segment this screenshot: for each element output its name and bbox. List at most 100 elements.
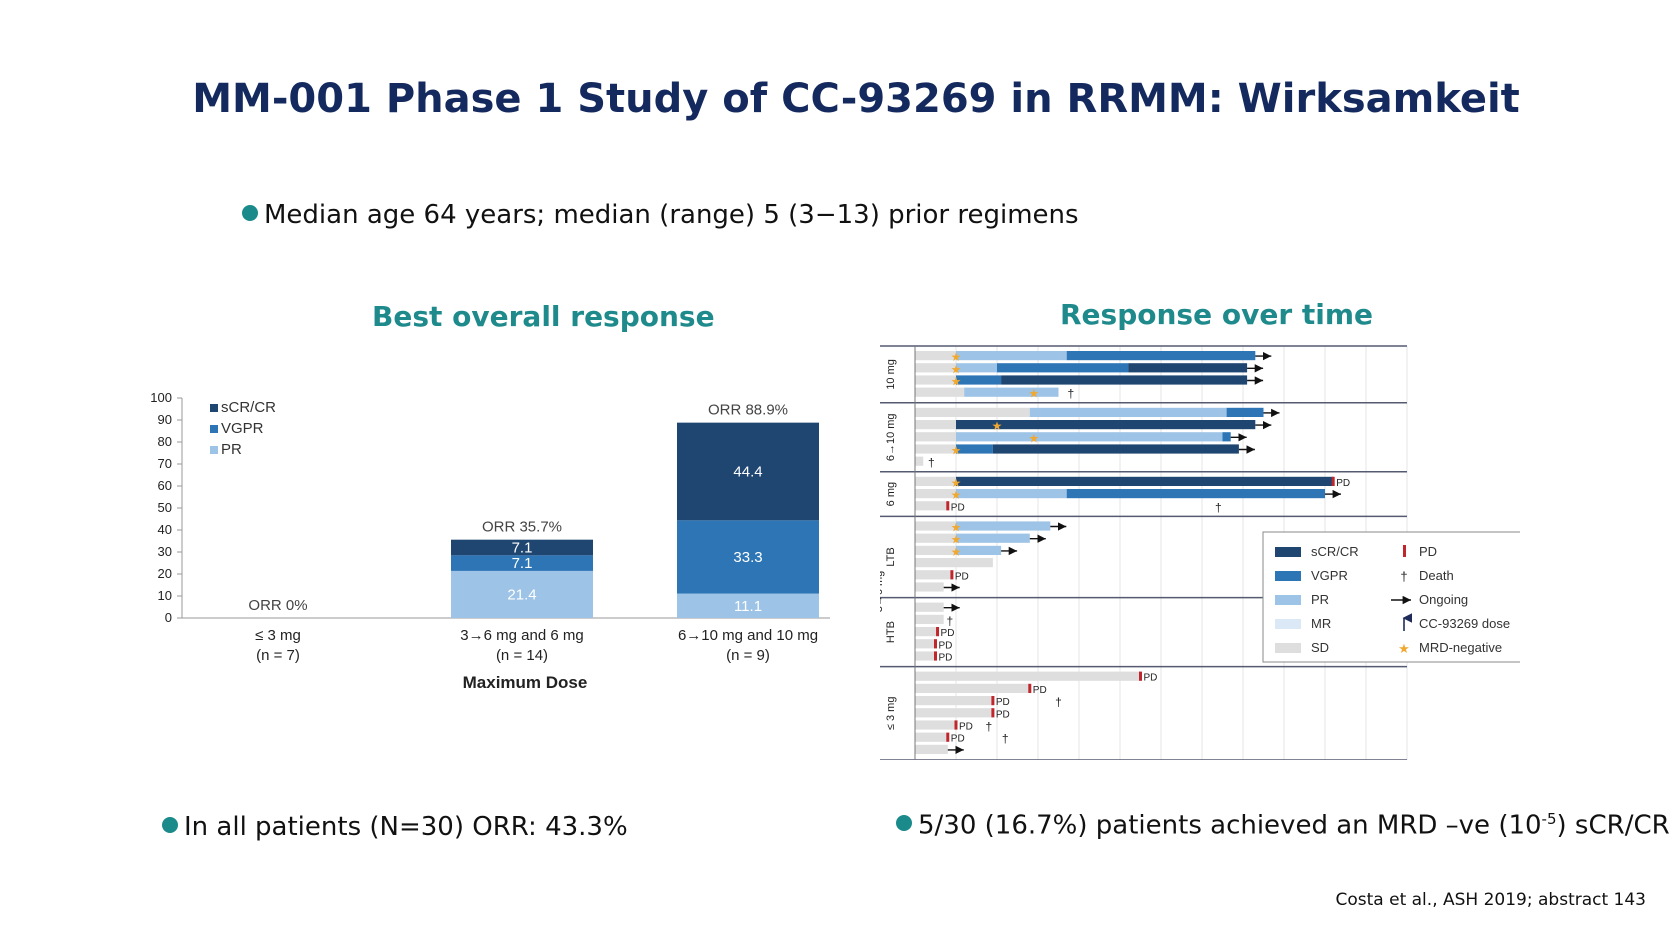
- swim-segment-sd: [915, 732, 948, 742]
- y-tick-label: 10: [158, 588, 172, 603]
- legend-label: PR: [221, 441, 242, 458]
- legend-swatch: [1275, 643, 1301, 653]
- y-tick-label: 80: [158, 434, 172, 449]
- swim-segment-vgpr: [997, 363, 1129, 373]
- citation: Costa et al., ASH 2019; abstract 143: [1335, 890, 1647, 910]
- pd-label: PD: [996, 709, 1010, 720]
- swim-segment-pr: [956, 521, 1051, 531]
- swim-segment-sd: [915, 521, 956, 531]
- legend-label: VGPR: [221, 420, 264, 437]
- x-tick-sublabel: (n = 7): [256, 647, 300, 664]
- pd-marker: [946, 732, 950, 742]
- legend-death-icon: †: [1400, 569, 1407, 584]
- death-marker: †: [1055, 695, 1062, 709]
- legend-swatch: [1275, 571, 1301, 581]
- swim-segment-scr_cr: [1128, 363, 1248, 373]
- pd-label: PD: [959, 722, 973, 733]
- bullet-demographics: Median age 64 years; median (range) 5 (3…: [242, 200, 1079, 230]
- legend-label: PR: [1311, 592, 1329, 607]
- legend-label: CC-93269 dose: [1419, 616, 1510, 631]
- orr-label: ORR 88.9%: [708, 402, 788, 419]
- best-overall-response-chart: 0 10 20 30 40 50 60 70 80 90 100 ORR 0% ≤ 3 mg (n = 7…: [150, 390, 830, 692]
- swim-segment-pr: [1029, 407, 1227, 417]
- bar-segment-vgpr: [451, 555, 593, 571]
- group-label: LTB: [885, 547, 897, 566]
- swim-segment-pr: [956, 489, 1067, 499]
- mrd-star-icon: ★: [951, 362, 962, 376]
- swim-segment-sd: [915, 671, 1141, 681]
- bullet-text-end: ) sCR/CR: [1556, 810, 1670, 841]
- swim-segment-sd: [915, 375, 956, 385]
- swim-segment-sd: [915, 501, 948, 511]
- y-tick-label: 30: [158, 544, 172, 559]
- page-title: MM-001 Phase 1 Study of CC-93269 in RRMM…: [192, 76, 1520, 122]
- swim-segment-vgpr: [1226, 407, 1264, 417]
- legend-swatch: [210, 425, 218, 433]
- data-label: 44.4: [733, 463, 762, 480]
- y-tick-label: 60: [158, 478, 172, 493]
- group-label: 10 mg: [885, 359, 897, 390]
- swim-segment-sd: [915, 420, 956, 430]
- legend-swatch: [210, 404, 218, 412]
- data-label: 7.1: [512, 539, 533, 556]
- swim-segment-sd: [915, 614, 944, 624]
- mrd-star-icon: ★: [951, 476, 962, 490]
- pd-marker: [991, 708, 995, 718]
- swim-segment-pr: [964, 387, 1059, 397]
- pd-marker: [934, 639, 937, 649]
- legend-label: MRD-negative: [1419, 640, 1502, 655]
- swim-segment-sd: [915, 708, 993, 718]
- x-tick-sublabel: (n = 14): [496, 647, 548, 664]
- mrd-star-icon: ★: [951, 350, 962, 364]
- group-label: ≤ 3 mg: [885, 697, 897, 731]
- pd-marker: [954, 720, 958, 730]
- bullet-text: Median age 64 years; median (range) 5 (3…: [264, 200, 1079, 230]
- bar-segment-scr-cr: [677, 422, 819, 521]
- mrd-star-icon: ★: [951, 545, 962, 559]
- swim-segment-scr_cr: [956, 420, 1256, 430]
- bullet-orr: In all patients (N=30) ORR: 43.3%: [162, 812, 628, 842]
- pd-label: PD: [941, 628, 955, 639]
- swim-segment-sd: [915, 683, 1030, 693]
- x-tick-label: 3→6 mg and 6 mg: [460, 627, 583, 644]
- swim-segment-scr_cr: [956, 476, 1334, 486]
- group-label: 6 mg: [885, 482, 897, 506]
- pd-label: PD: [1033, 685, 1047, 696]
- swim-segment-sd: [915, 696, 993, 706]
- pd-marker: [936, 627, 940, 637]
- bullet-text: In all patients (N=30) ORR: 43.3%: [184, 812, 628, 842]
- y-tick-label: 0: [165, 610, 172, 625]
- group-label: HTB: [885, 621, 897, 643]
- legend-box: [1262, 531, 1520, 663]
- swim-segment-sd: [915, 476, 956, 486]
- pd-label: PD: [939, 653, 953, 664]
- swim-segment-sd: [915, 545, 956, 555]
- death-marker: †: [1215, 500, 1222, 514]
- swim-segment-sd: [915, 387, 965, 397]
- pd-marker: [1139, 671, 1142, 681]
- swim-segment-sd: [915, 639, 936, 649]
- death-marker: †: [1002, 732, 1009, 746]
- swim-segment-sd: [915, 558, 993, 568]
- bar-segment-pr: [451, 570, 593, 618]
- group-label: 6→10 mg: [885, 413, 897, 461]
- bullet-dot: [896, 815, 912, 832]
- legend-label: VGPR: [1311, 568, 1348, 583]
- legend-label: MR: [1311, 616, 1331, 631]
- swim-segment-sd: [915, 651, 936, 661]
- pd-marker: [946, 501, 950, 511]
- y-tick-label: 70: [158, 456, 172, 471]
- swim-segment-sd: [915, 432, 956, 442]
- data-label: 11.1: [734, 598, 762, 615]
- death-marker: †: [947, 614, 954, 628]
- legend-label: SD: [1311, 640, 1329, 655]
- swim-segment-sd: [915, 582, 944, 592]
- pd-label: PD: [939, 640, 953, 651]
- swim-segment-vgpr: [1222, 432, 1231, 442]
- swim-segment-sd: [915, 570, 952, 580]
- swim-segment-sd: [915, 602, 944, 612]
- y-tick-label: 20: [158, 566, 172, 581]
- left-panel-title: Best overall response: [372, 300, 715, 333]
- right-panel-title: Response over time: [1060, 298, 1374, 331]
